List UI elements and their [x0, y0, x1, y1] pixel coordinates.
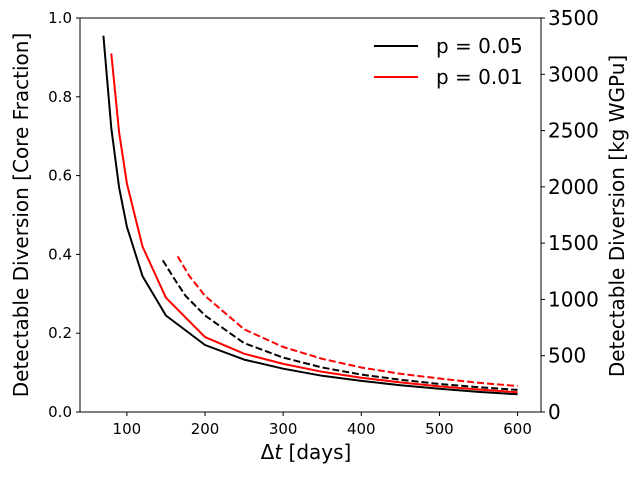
y-tick-label-left: 0.0: [48, 403, 72, 421]
y-tick-label-left: 1.0: [48, 9, 72, 27]
y-tick-label-left: 0.2: [48, 324, 72, 342]
series-line-0-solid: [102, 35, 518, 396]
y-tick-label-left: 0.8: [48, 88, 72, 106]
x-axis-title: Δt [days]: [261, 440, 352, 464]
y-axis-title-left: Detectable Diversion [Core Fraction]: [9, 33, 33, 398]
y-tick-label-left: 0.4: [48, 245, 72, 263]
y-ticks-right: 0 500 1000 1500 2000 2500 3000 3500: [541, 6, 599, 424]
x-tick-label: 200: [191, 420, 220, 438]
plot-frame: [79, 17, 542, 413]
x-ticks: 100 200 300 400 500 600: [113, 412, 532, 438]
series-line-1-solid: [110, 53, 518, 394]
legend: p = 0.05 p = 0.01: [374, 34, 523, 89]
y-axis-title-right: Detectable Diversion [kg WGPu]: [605, 55, 629, 377]
x-tick-label: 300: [269, 420, 298, 438]
y-tick-label-right: 2000: [548, 175, 599, 199]
y-tick-label-right: 1500: [548, 231, 599, 255]
y-tick-label-right: 1000: [548, 287, 599, 311]
x-tick-label: 600: [503, 420, 532, 438]
y-tick-label-right: 0: [548, 400, 561, 424]
series-line-3-dashed: [176, 255, 518, 387]
y-tick-label-right: 3500: [548, 6, 599, 30]
y-tick-label-right: 3000: [548, 62, 599, 86]
x-tick-label: 400: [347, 420, 376, 438]
x-tick-label: 500: [425, 420, 454, 438]
legend-label-p01: p = 0.01: [436, 65, 523, 89]
series-line-2-dashed: [161, 259, 518, 391]
legend-label-p05: p = 0.05: [436, 34, 523, 58]
y-tick-label-right: 2500: [548, 119, 599, 143]
y-ticks-left: 0.0 0.2 0.4 0.6 0.8 1.0: [48, 9, 80, 421]
series-layer: [102, 35, 518, 396]
y-tick-label-right: 500: [548, 344, 586, 368]
y-tick-label-left: 0.6: [48, 167, 72, 185]
x-tick-label: 100: [113, 420, 142, 438]
